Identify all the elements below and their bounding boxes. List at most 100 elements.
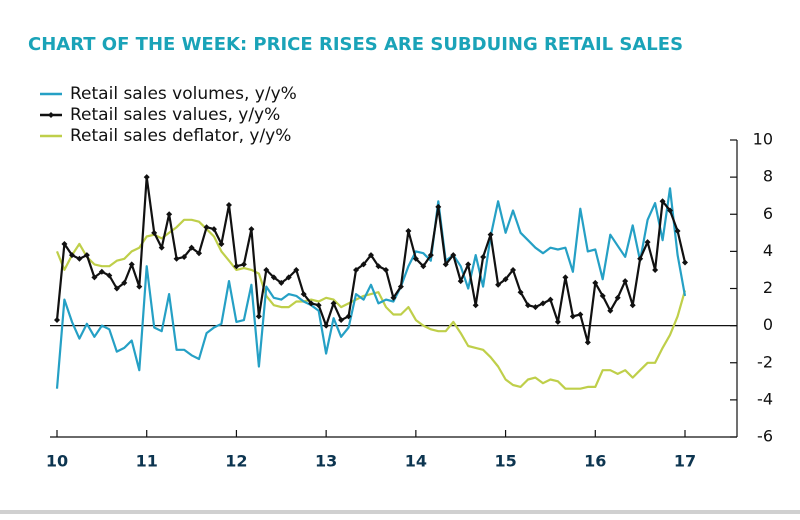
point-marker bbox=[517, 289, 524, 296]
point-marker bbox=[682, 259, 688, 266]
y-tick-label: 10 bbox=[753, 130, 773, 149]
legend-label: Retail sales deflator, y/y% bbox=[70, 126, 291, 146]
point-marker bbox=[240, 261, 247, 268]
point-marker bbox=[278, 279, 285, 286]
point-marker bbox=[330, 300, 337, 307]
point-marker bbox=[539, 300, 546, 307]
point-marker bbox=[622, 278, 629, 285]
point-marker bbox=[338, 317, 345, 324]
y-tick-label: 6 bbox=[763, 204, 773, 223]
point-marker bbox=[487, 231, 494, 238]
point-marker bbox=[106, 272, 113, 279]
y-tick-label: 0 bbox=[763, 315, 773, 334]
point-marker bbox=[136, 283, 143, 290]
legend-label: Retail sales volumes, y/y% bbox=[70, 84, 297, 104]
point-marker bbox=[495, 281, 502, 288]
x-tick-label: 17 bbox=[674, 452, 696, 471]
point-marker bbox=[83, 252, 90, 259]
point-marker bbox=[151, 229, 158, 236]
point-marker bbox=[420, 263, 427, 270]
point-marker bbox=[472, 302, 479, 309]
point-marker bbox=[667, 207, 674, 214]
point-marker bbox=[510, 266, 517, 273]
point-marker bbox=[293, 266, 300, 273]
point-marker bbox=[607, 307, 614, 314]
point-marker bbox=[345, 313, 352, 320]
point-marker bbox=[128, 261, 135, 268]
point-marker bbox=[91, 274, 98, 281]
point-marker bbox=[637, 255, 644, 262]
point-marker bbox=[225, 201, 232, 208]
point-marker bbox=[435, 203, 442, 210]
point-marker bbox=[427, 252, 434, 259]
point-marker bbox=[368, 252, 374, 259]
point-marker bbox=[203, 224, 210, 231]
point-marker bbox=[405, 227, 412, 234]
point-marker bbox=[233, 263, 240, 270]
point-marker bbox=[76, 255, 83, 262]
point-marker bbox=[61, 240, 68, 247]
point-marker bbox=[592, 279, 599, 286]
x-tick-label: 13 bbox=[315, 452, 337, 471]
point-marker bbox=[525, 302, 531, 309]
point-marker bbox=[562, 274, 569, 281]
y-tick-label: 8 bbox=[763, 167, 773, 186]
point-marker bbox=[554, 318, 561, 325]
point-marker bbox=[188, 244, 195, 251]
point-marker bbox=[300, 291, 307, 298]
series-line bbox=[55, 187, 687, 389]
point-marker bbox=[442, 261, 449, 268]
x-tick-label: 12 bbox=[225, 452, 247, 471]
series-line bbox=[55, 218, 687, 390]
legend-label: Retail sales values, y/y% bbox=[70, 105, 280, 125]
point-marker bbox=[270, 274, 277, 281]
point-marker bbox=[412, 255, 419, 262]
point-marker bbox=[584, 339, 591, 346]
point-marker bbox=[158, 244, 165, 251]
point-marker bbox=[315, 302, 322, 309]
point-marker bbox=[599, 292, 606, 299]
chart-title: CHART OF THE WEEK: PRICE RISES ARE SUBDU… bbox=[28, 34, 683, 55]
point-marker bbox=[532, 304, 539, 311]
point-marker bbox=[68, 252, 75, 259]
y-tick-label: 2 bbox=[763, 278, 773, 297]
point-marker bbox=[382, 266, 389, 273]
point-marker bbox=[218, 240, 225, 247]
point-marker bbox=[569, 313, 576, 320]
point-marker bbox=[375, 263, 382, 270]
point-marker bbox=[121, 279, 128, 286]
point-marker bbox=[629, 302, 636, 309]
y-tick-label: -4 bbox=[757, 389, 773, 408]
x-tick-label: 16 bbox=[584, 452, 606, 471]
point-marker bbox=[263, 266, 270, 273]
point-marker bbox=[450, 252, 457, 259]
point-marker bbox=[502, 276, 509, 283]
point-marker bbox=[547, 296, 554, 303]
y-tick-label: 4 bbox=[763, 241, 773, 260]
point-marker bbox=[113, 285, 120, 292]
point-marker bbox=[353, 266, 360, 273]
point-marker bbox=[674, 227, 681, 234]
point-marker bbox=[644, 239, 651, 246]
point-marker bbox=[255, 313, 262, 320]
y-tick-label: -6 bbox=[757, 427, 773, 446]
point-marker bbox=[98, 268, 105, 275]
point-marker bbox=[166, 211, 173, 218]
point-marker bbox=[248, 226, 255, 233]
point-marker bbox=[480, 253, 487, 260]
point-marker bbox=[465, 261, 472, 268]
point-marker bbox=[211, 226, 217, 233]
point-marker bbox=[181, 253, 188, 260]
footer-bar bbox=[0, 510, 800, 514]
point-marker bbox=[652, 266, 659, 273]
point-marker bbox=[285, 274, 292, 281]
point-marker bbox=[54, 317, 60, 324]
legend-marker bbox=[48, 112, 54, 118]
point-marker bbox=[308, 300, 315, 307]
y-tick-label: -2 bbox=[757, 352, 773, 371]
point-marker bbox=[659, 198, 666, 205]
point-marker bbox=[143, 174, 150, 181]
point-marker bbox=[614, 294, 621, 301]
